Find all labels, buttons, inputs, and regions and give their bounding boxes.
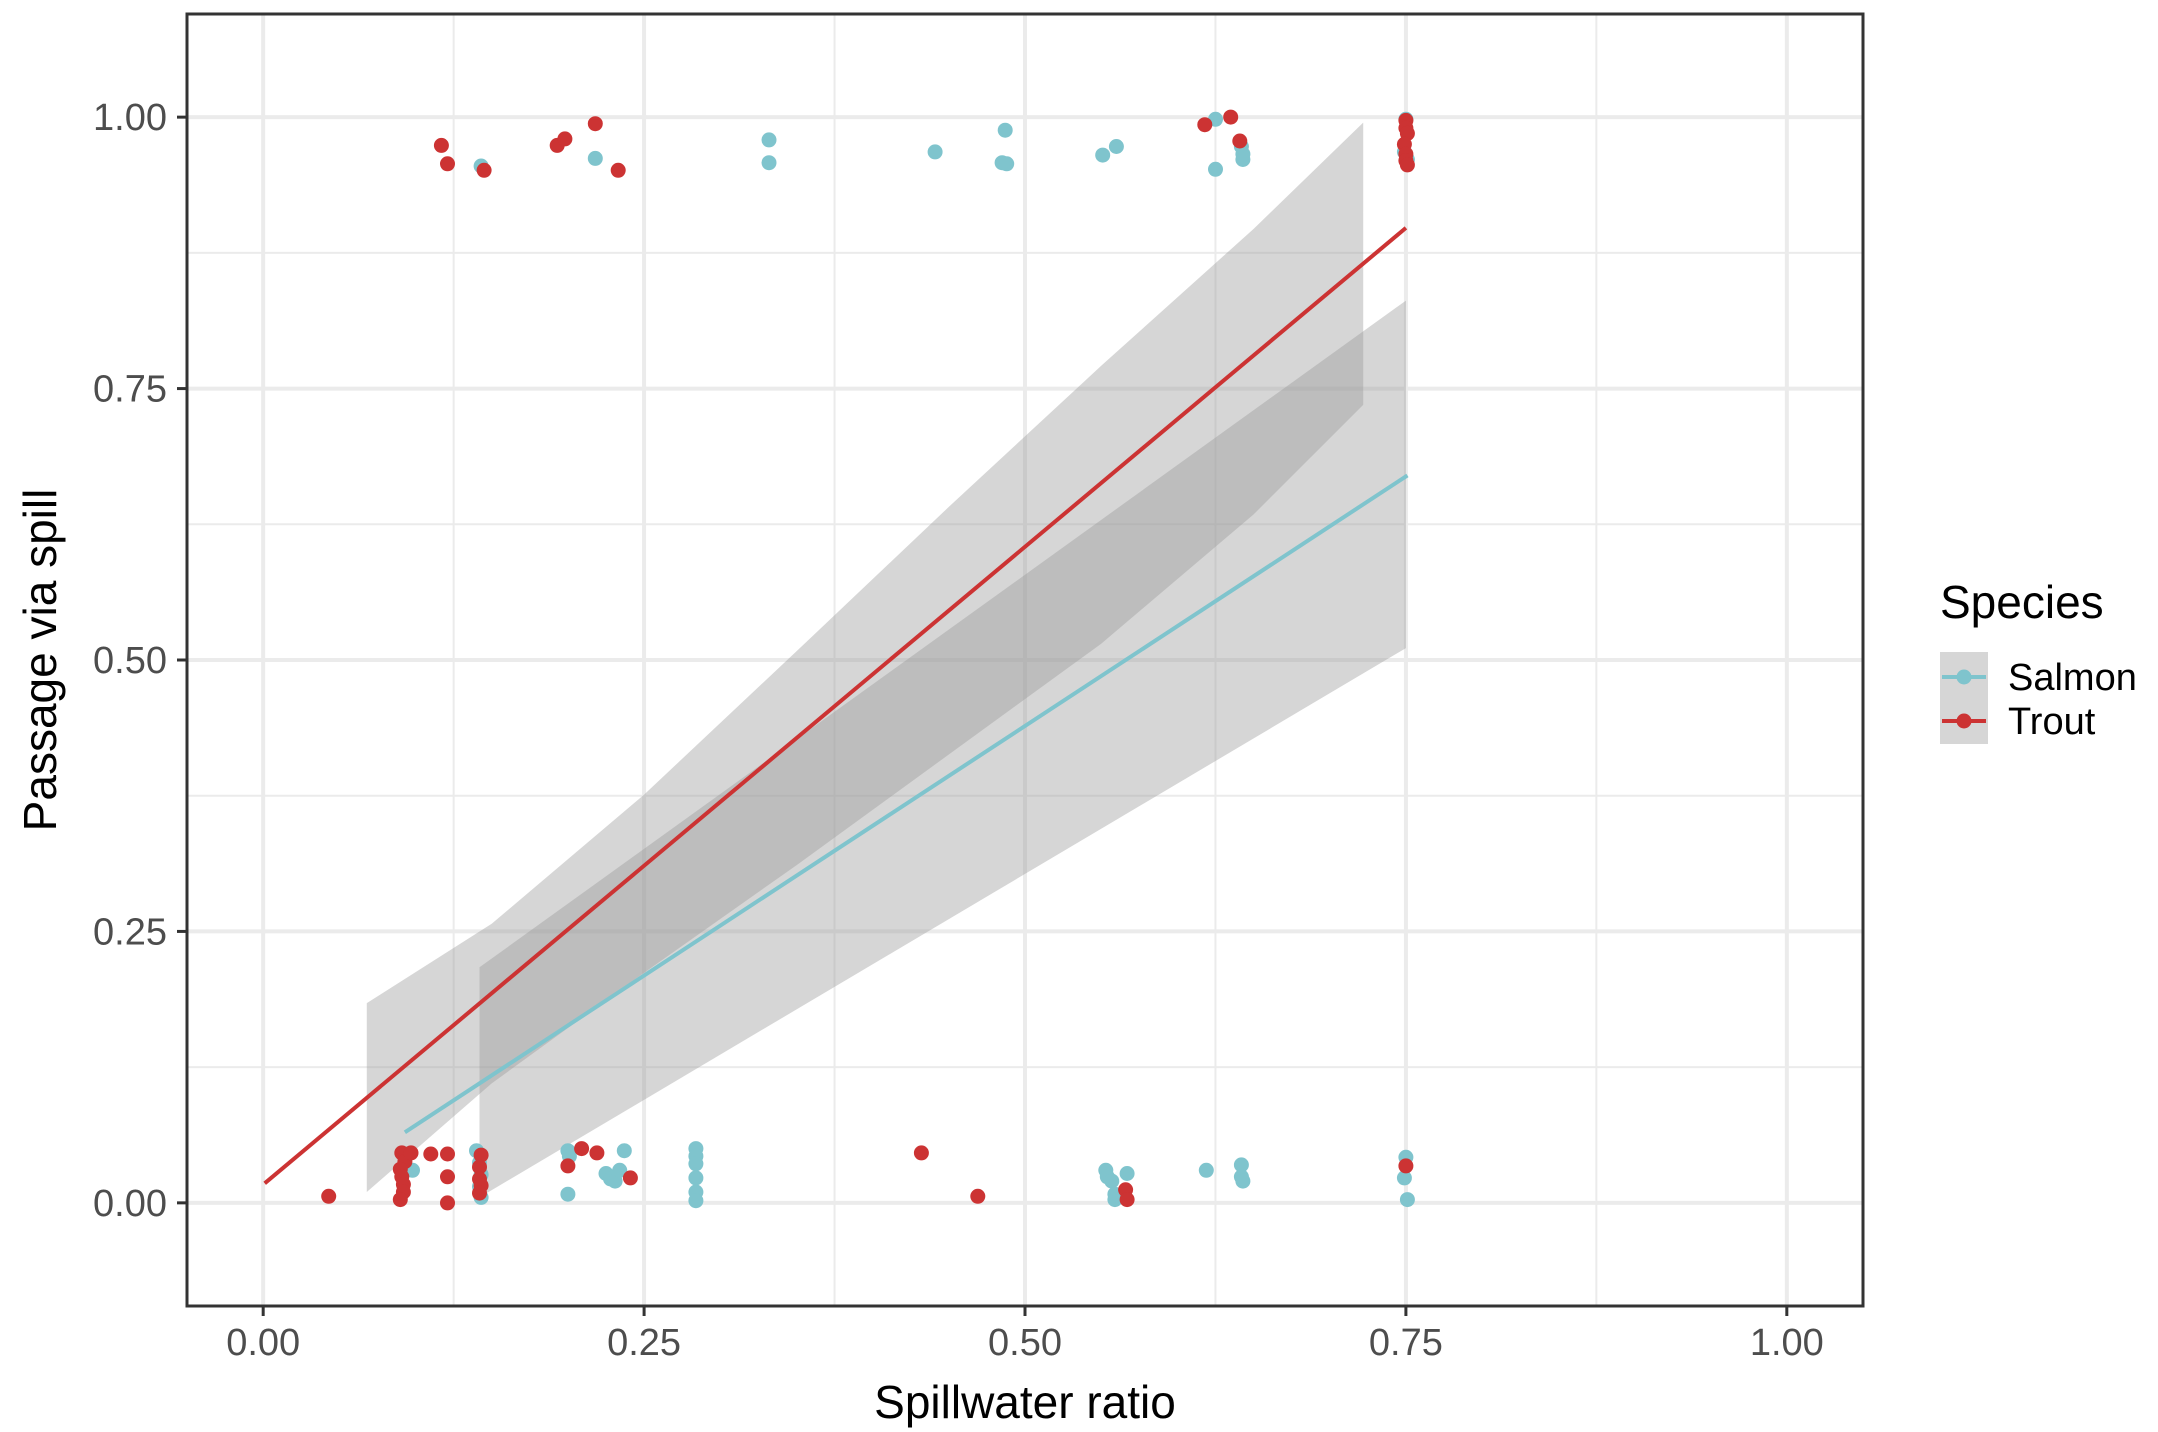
point-salmon: [1235, 146, 1251, 162]
point-salmon: [1396, 1170, 1412, 1186]
point-trout: [403, 1145, 419, 1161]
point-salmon: [761, 132, 777, 148]
point-salmon: [1108, 139, 1124, 154]
x-axis-ticks: 0.00 0.25 0.50 0.75 1.00: [226, 1306, 1824, 1364]
point-salmon: [761, 155, 777, 171]
point-salmon: [997, 122, 1013, 138]
point-salmon: [1208, 161, 1223, 177]
confidence-ribbons: [366, 122, 1406, 1198]
point-salmon: [1233, 1157, 1249, 1173]
point-trout: [560, 1158, 576, 1174]
x-tick-label: 1.00: [1750, 1322, 1824, 1364]
point-salmon: [1095, 147, 1111, 163]
point-salmon: [612, 1162, 628, 1178]
point-trout: [970, 1188, 986, 1204]
y-tick-label: 1.00: [93, 97, 167, 139]
point-trout: [913, 1145, 929, 1161]
x-tick-label: 0.00: [226, 1322, 300, 1364]
data-points: [321, 109, 1415, 1211]
point-trout: [1223, 109, 1239, 125]
point-trout: [440, 156, 455, 172]
grid-major: [187, 14, 1863, 1306]
point-trout: [473, 1147, 489, 1163]
point-trout: [472, 1185, 487, 1201]
point-trout: [1398, 1158, 1414, 1174]
point-salmon: [688, 1193, 704, 1209]
point-salmon: [1235, 1173, 1251, 1189]
legend-label-trout: Trout: [2008, 701, 2096, 743]
point-salmon: [927, 144, 943, 160]
point-trout: [472, 1159, 487, 1175]
point-trout: [392, 1192, 408, 1208]
y-tick-label: 0.25: [93, 911, 167, 953]
fit-lines: [263, 226, 1409, 1185]
point-trout: [574, 1141, 590, 1157]
legend-key-point-trout: [1956, 713, 1972, 729]
point-trout: [1232, 133, 1248, 149]
point-trout: [440, 1146, 455, 1162]
y-axis-title: Passage via spill: [14, 489, 66, 832]
ribbon-salmon: [479, 300, 1406, 1198]
point-salmon: [1399, 1192, 1415, 1208]
point-salmon: [688, 1170, 704, 1186]
x-axis-title: Spillwater ratio: [874, 1376, 1176, 1428]
point-salmon: [1119, 1166, 1135, 1181]
ribbon-trout: [366, 122, 1364, 1193]
point-trout: [423, 1146, 439, 1162]
point-trout: [589, 1145, 605, 1161]
y-tick-label: 0.50: [93, 640, 167, 682]
point-trout: [557, 131, 573, 147]
point-salmon: [1104, 1173, 1120, 1189]
point-trout: [587, 116, 603, 132]
legend-title: Species: [1940, 576, 2104, 628]
point-trout: [1197, 117, 1213, 133]
point-salmon: [560, 1186, 576, 1202]
fit-line-salmon: [403, 473, 1409, 1134]
y-tick-label: 0.00: [93, 1183, 167, 1225]
x-tick-label: 0.25: [607, 1322, 681, 1364]
point-salmon: [1198, 1162, 1214, 1178]
legend-key-point-salmon: [1956, 669, 1972, 685]
point-trout: [610, 162, 626, 178]
legend-key-background: [1940, 652, 1988, 744]
fit-line-trout: [263, 226, 1408, 1185]
y-tick-label: 0.75: [93, 369, 167, 411]
point-trout: [321, 1188, 337, 1204]
point-trout: [433, 137, 449, 153]
point-trout: [1399, 157, 1415, 173]
x-tick-label: 0.50: [988, 1322, 1062, 1364]
point-salmon: [688, 1156, 704, 1172]
point-salmon: [616, 1143, 632, 1159]
point-salmon: [999, 156, 1015, 172]
point-salmon: [587, 150, 603, 166]
point-trout: [476, 162, 492, 178]
point-trout: [440, 1169, 455, 1185]
point-trout: [440, 1195, 455, 1211]
point-trout: [622, 1170, 638, 1186]
legend-label-salmon: Salmon: [2008, 657, 2137, 699]
x-tick-label: 0.75: [1369, 1322, 1443, 1364]
point-trout: [1119, 1192, 1135, 1208]
y-axis-ticks: 0.00 0.25 0.50 0.75 1.00: [93, 97, 187, 1225]
